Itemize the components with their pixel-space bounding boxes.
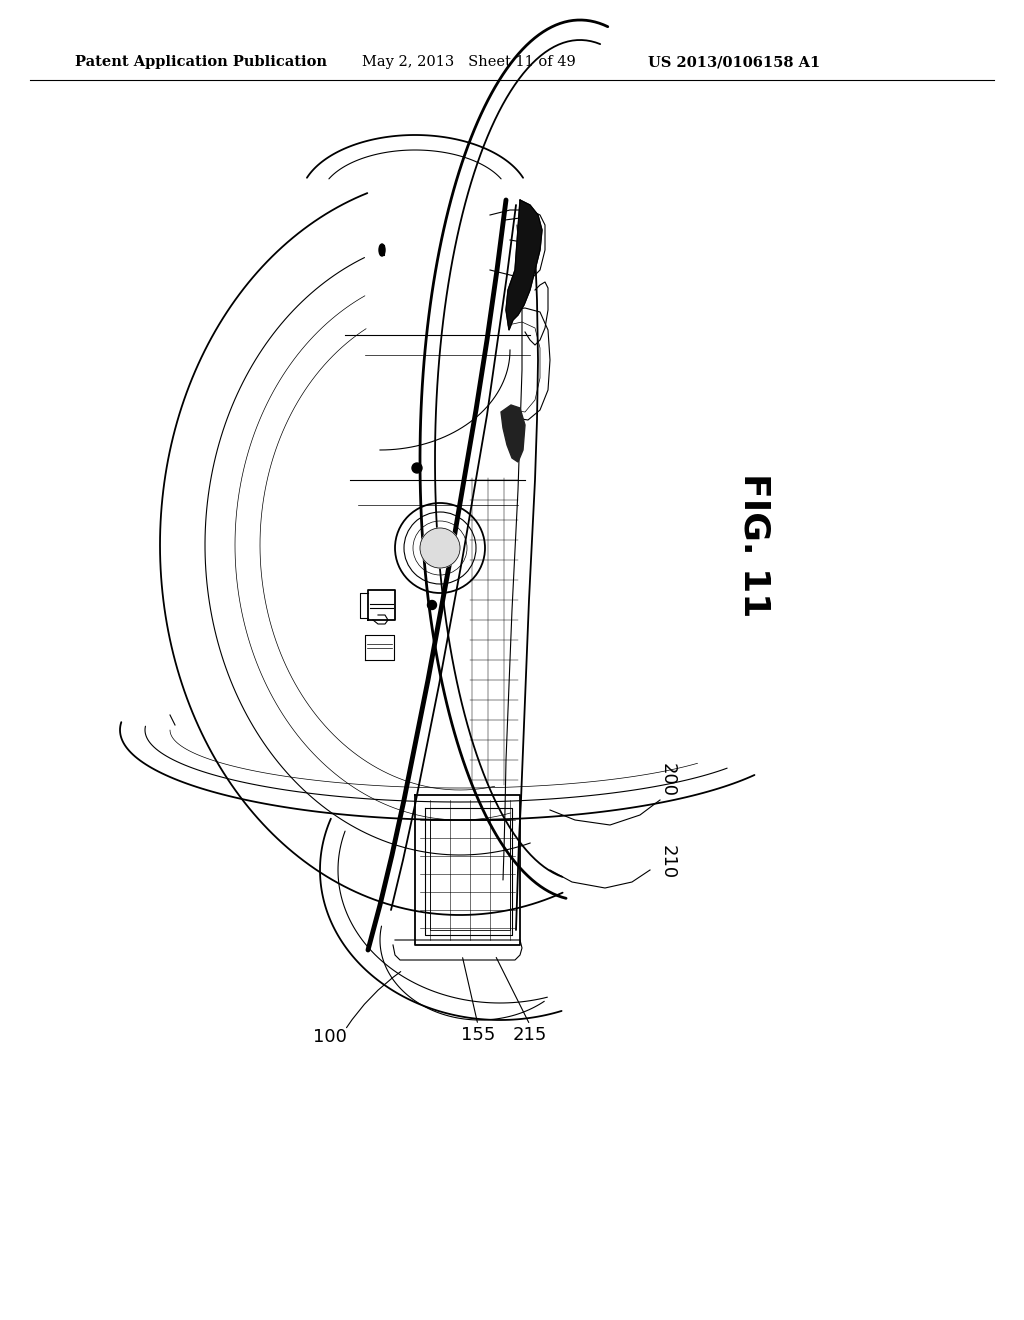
Text: 200: 200 (659, 763, 677, 797)
Text: 215: 215 (513, 1026, 547, 1044)
Text: US 2013/0106158 A1: US 2013/0106158 A1 (648, 55, 820, 69)
Text: Patent Application Publication: Patent Application Publication (75, 55, 327, 69)
Text: 100: 100 (313, 1028, 347, 1045)
Circle shape (412, 463, 422, 473)
Text: 210: 210 (659, 845, 677, 879)
Circle shape (427, 601, 436, 610)
Ellipse shape (379, 244, 385, 256)
Polygon shape (501, 405, 525, 462)
Polygon shape (506, 201, 542, 330)
Text: May 2, 2013   Sheet 11 of 49: May 2, 2013 Sheet 11 of 49 (362, 55, 575, 69)
Text: FIG. 11: FIG. 11 (738, 473, 772, 618)
Text: 155: 155 (461, 1026, 496, 1044)
Circle shape (420, 528, 460, 568)
